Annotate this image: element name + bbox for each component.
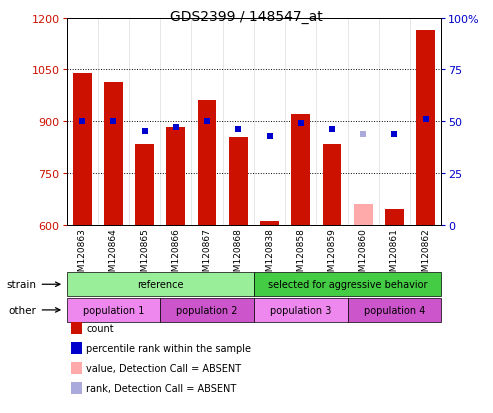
Text: percentile rank within the sample: percentile rank within the sample [86,343,251,353]
Bar [167,128,185,225]
Bar [104,83,123,225]
Text: count: count [86,323,114,333]
Bar [354,204,373,225]
Bar [416,31,435,225]
Text: value, Detection Call = ABSENT: value, Detection Call = ABSENT [86,363,242,373]
Text: population 1: population 1 [83,305,144,315]
Text: population 4: population 4 [364,305,425,315]
Bar [198,100,216,225]
Text: other: other [8,305,36,315]
Text: rank, Detection Call = ABSENT: rank, Detection Call = ABSENT [86,383,237,393]
Bar [385,210,404,225]
Text: population 2: population 2 [176,305,238,315]
Bar [73,74,92,225]
Bar [291,115,310,225]
Bar [135,144,154,225]
Text: selected for aggressive behavior: selected for aggressive behavior [268,280,427,290]
Text: reference: reference [137,280,183,290]
Bar [229,137,247,225]
Bar [260,222,279,225]
Text: population 3: population 3 [270,305,331,315]
Bar [322,144,341,225]
Text: strain: strain [6,280,36,290]
Text: GDS2399 / 148547_at: GDS2399 / 148547_at [170,10,323,24]
